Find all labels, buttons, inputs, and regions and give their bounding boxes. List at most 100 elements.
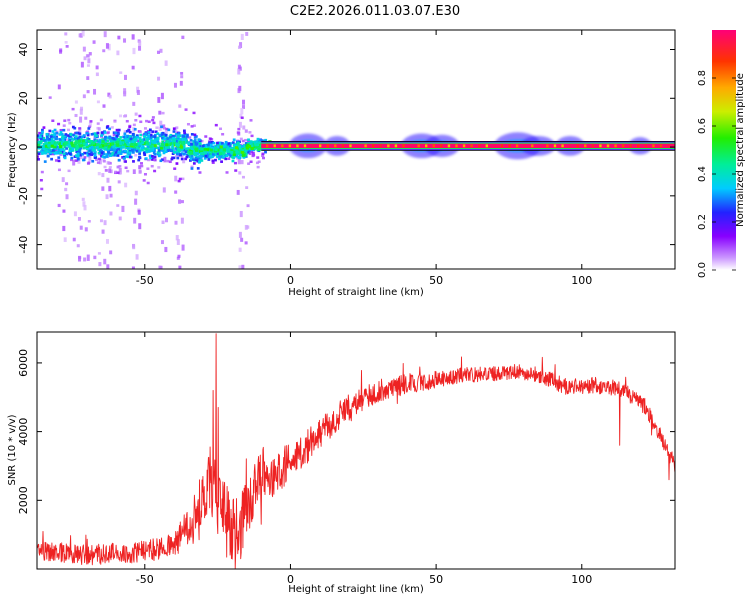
spectral-cell [138,155,141,159]
spectral-cell [49,151,52,155]
spectral-cell [172,130,176,133]
noise-speck [221,132,225,136]
spectral-cell [117,151,121,154]
spectral-cell [252,147,256,150]
spectral-cell [263,139,267,143]
noise-speck [123,88,127,95]
noise-speck [54,149,58,152]
noise-speck [118,165,122,168]
spectral-cell [200,150,204,154]
noise-speck [109,193,113,198]
spectral-cell [240,150,244,154]
noise-speck [103,220,107,226]
noise-speck [65,182,69,186]
noise-speck [188,136,192,139]
spectral-cell [111,136,115,140]
noise-speck [106,177,110,183]
spectral-cell [71,125,75,129]
noise-speck [93,255,97,260]
y-tick-label: 4000 [17,418,30,446]
spectral-cell [210,146,214,150]
center-band-spot [402,144,405,148]
noise-speck [134,190,138,196]
noise-speck [83,156,87,159]
x-tick-label: 100 [571,274,592,287]
spectral-cell [98,150,102,153]
spectrogram-x-ticks: -50 0 50 100 [136,30,592,287]
spectral-cell [53,143,57,147]
spectral-cell [94,155,98,159]
noise-speck [88,125,92,129]
center-band-spot [303,144,307,148]
spectral-cell [40,139,43,143]
noise-speck [158,110,162,115]
noise-speck [192,111,196,115]
spectral-cell [200,159,204,162]
spectrogram-panel: -50 0 50 100 -40 -20 0 20 40 Height of straight… [7,29,676,298]
noise-speck [236,131,240,134]
spectral-cell [207,158,211,161]
spectral-cell [111,140,115,143]
spectral-cell [149,154,152,158]
spectral-cell [161,149,164,152]
noise-speck [105,43,109,49]
spectral-cell [226,149,230,153]
spectral-cell [131,140,135,143]
noise-speck [240,237,244,242]
spectral-cell [192,140,196,143]
spectral-cell [133,143,138,147]
center-band-spot [546,144,549,148]
noise-speck [103,165,107,169]
spectral-cell [115,128,119,132]
noise-speck [99,219,103,223]
noise-speck [102,104,106,108]
noise-speck [138,114,142,118]
noise-speck [82,46,86,52]
spectral-cell [220,141,224,145]
noise-speck [37,138,40,142]
spectral-cell [47,141,51,145]
noise-speck [61,177,65,183]
spectral-cell [214,148,218,152]
noise-speck [262,156,266,160]
noise-speck [147,120,151,123]
spectral-cell [62,128,66,132]
noise-speck [138,130,142,133]
spectral-cell [196,167,200,170]
spectral-cell [71,148,74,151]
spectral-cell [41,151,45,154]
spectral-cell [82,158,86,162]
spectral-cell [53,134,57,137]
spectral-cell [78,144,81,147]
noise-speck [74,100,78,104]
noise-speck [237,68,241,75]
center-band-spot [500,144,504,148]
snr-x-label: Height of straight line (km) [288,584,424,595]
spectral-cell [68,151,72,154]
center-band-spot [599,144,602,148]
spectral-cell [42,139,46,142]
noise-speck [146,181,150,185]
noise-speck [236,189,240,195]
spectral-cell [142,151,146,155]
spectral-cell [244,155,248,158]
noise-speck [150,164,154,168]
spectral-cell [137,158,141,162]
spectral-cell [157,149,161,152]
spectral-cell [60,150,64,154]
noise-speck [208,137,212,140]
spectral-cell [145,150,149,154]
spectral-cell [123,135,127,138]
spectral-cell [244,142,248,145]
spectral-cell [253,140,257,144]
spectral-cell [103,142,108,146]
noise-speck [247,162,251,165]
noise-speck [239,42,243,49]
noise-speck [96,122,100,125]
x-tick-label: 50 [429,274,443,287]
spectral-cell [164,150,168,154]
noise-speck [176,239,180,245]
noise-speck [246,204,250,208]
noise-speck [244,129,248,133]
spectral-cell [100,151,104,155]
